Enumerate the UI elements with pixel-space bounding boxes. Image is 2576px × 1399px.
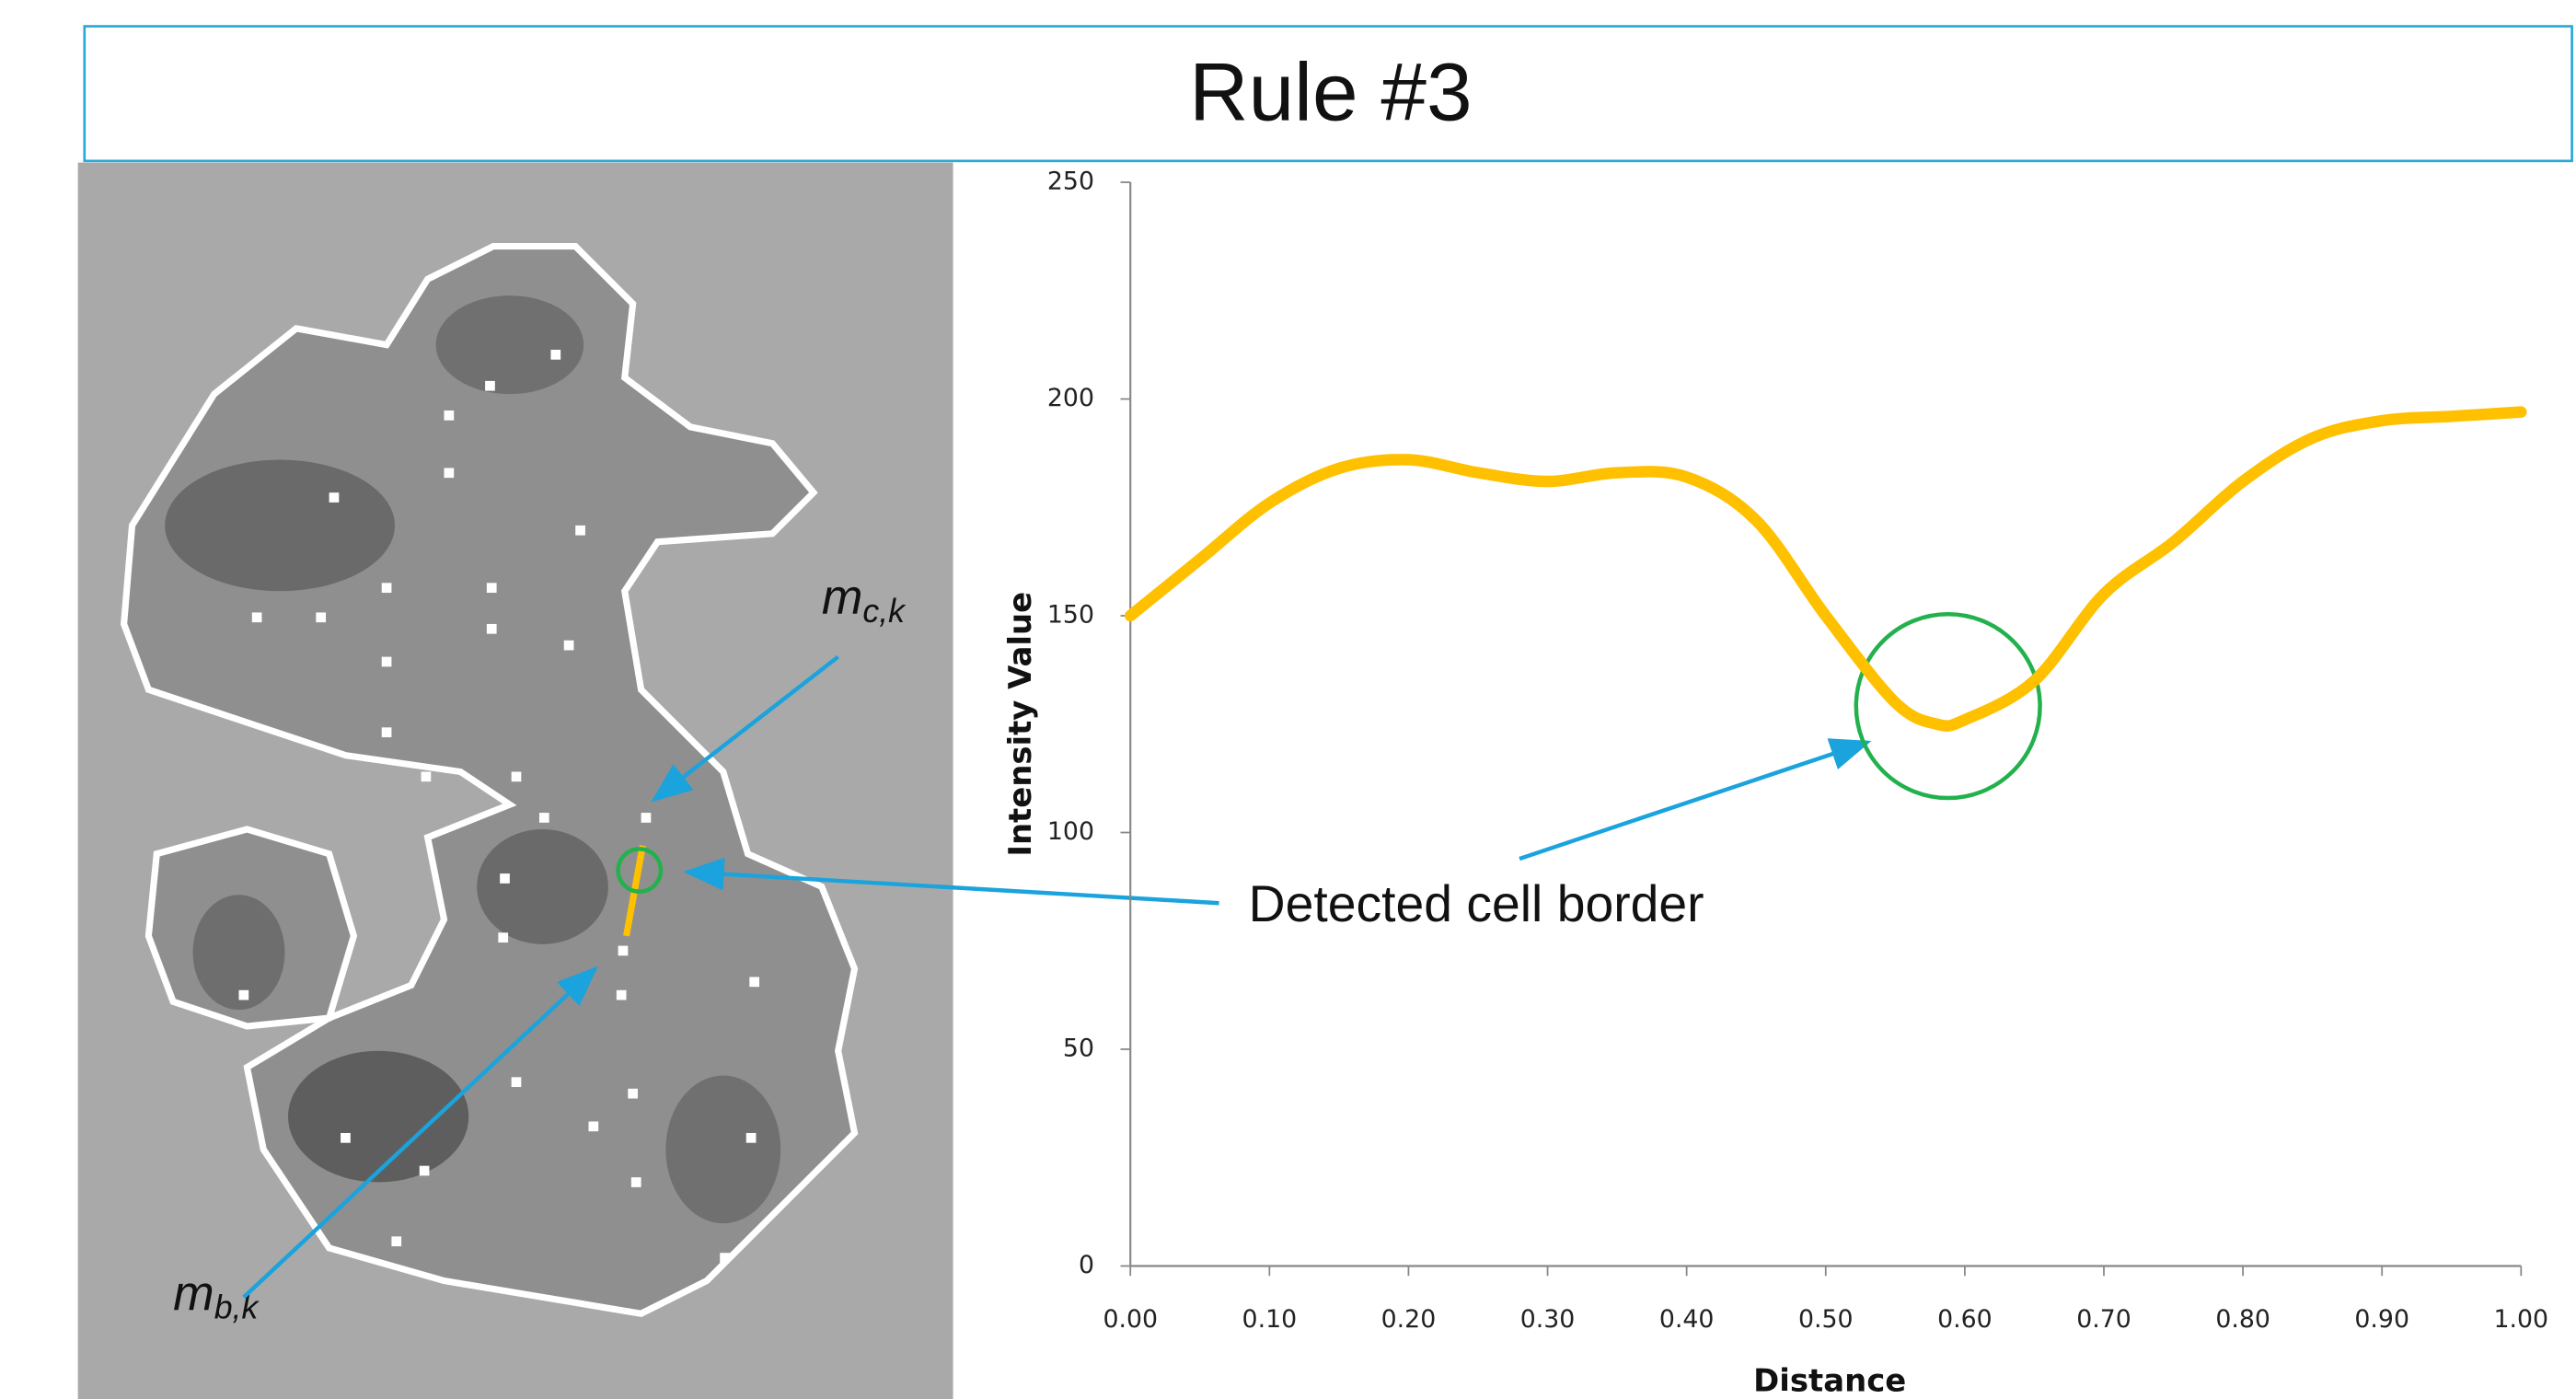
page: {"slide_title": "Rule #3", "image_labels…	[0, 0, 2576, 1399]
series-line	[1130, 412, 2521, 726]
y-tick-label: 250	[1047, 168, 1094, 196]
x-tick-label: 0.00	[1103, 1305, 1158, 1334]
x-tick-label: 1.00	[2494, 1305, 2549, 1334]
x-tick-label: 0.50	[1798, 1305, 1854, 1334]
x-tick-label: 0.70	[2076, 1305, 2131, 1334]
annotation: Detected cell border	[1249, 875, 1704, 932]
y-tick-label: 50	[1063, 1035, 1094, 1063]
label-sub: b,k	[214, 1289, 260, 1326]
cell-image	[78, 163, 953, 1399]
label-main: m	[173, 1267, 214, 1322]
label-main: m	[822, 571, 863, 625]
border-circle	[1856, 614, 2040, 798]
y-tick-label: 100	[1047, 817, 1094, 846]
x-tick-label: 0.10	[1242, 1305, 1298, 1334]
slide-title: Rule #3	[1189, 46, 1472, 138]
y-tick-label: 150	[1047, 601, 1094, 630]
x-tick-label: 0.40	[1659, 1305, 1715, 1334]
x-tick-label: 0.20	[1381, 1305, 1437, 1334]
x-tick-label: 0.90	[2354, 1305, 2409, 1334]
x-tick-label: 0.30	[1520, 1305, 1576, 1334]
plot: 0 50 100 150 200 250 0.00 0.10 0.20 0.30 0.40 0.50 0…	[1047, 168, 2548, 1334]
y-axis-title: Intensity Value	[1002, 592, 1038, 857]
slide: Rule #3 mc,k mb,k	[0, 0, 2576, 1399]
label-sub: c,k	[862, 594, 907, 630]
y-tick-label: 200	[1047, 384, 1094, 412]
y-tick-label: 0	[1079, 1251, 1094, 1279]
x-tick-label: 0.80	[2215, 1305, 2270, 1334]
x-axis-title: Distance	[1753, 1363, 1906, 1399]
x-tick-label: 0.60	[1937, 1305, 1993, 1334]
